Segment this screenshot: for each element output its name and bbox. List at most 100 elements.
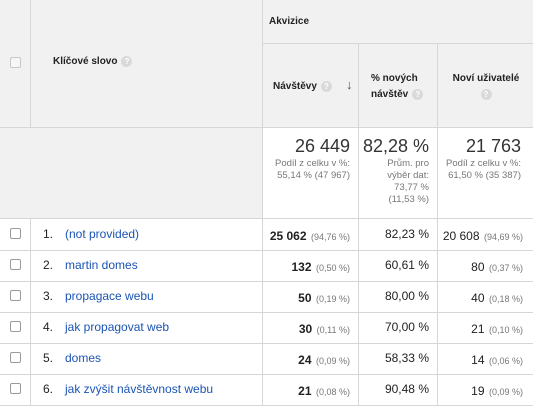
table-row: 1. (not provided) 25 062 (94,76 %) 82,23…	[0, 219, 533, 251]
new-users-value: 14	[471, 353, 485, 367]
new-users-cell: 14 (0,06 %)	[437, 343, 533, 374]
totals-visits-sub1: Podíl z celku v %:	[275, 158, 350, 169]
totals-visits-sub2: 55,14 % (47 967)	[277, 170, 350, 181]
new-users-cell: 19 (0,09 %)	[437, 374, 533, 405]
totals-visits-cell: 26 449 Podíl z celku v %: 55,14 % (47 96…	[262, 128, 358, 219]
keyword-cell: 5. domes	[30, 343, 262, 374]
new-visits-value: 82,23 %	[384, 227, 429, 241]
visits-percent: (94,76 %)	[310, 232, 350, 242]
totals-new-visits-sub3: 73,77 %	[394, 182, 429, 193]
select-all-checkbox[interactable]	[10, 57, 21, 68]
new-users-cell: 40 (0,18 %)	[437, 281, 533, 312]
sort-descending-icon[interactable]: ↓	[346, 77, 353, 92]
acquisition-group-label: Akvizice	[269, 16, 310, 27]
totals-new-users-sub1: Podíl z celku v %:	[446, 158, 521, 169]
new-visits-value: 60,61 %	[384, 258, 429, 272]
new-visits-cell: 60,61 %	[358, 250, 437, 281]
table-row: 6. jak zvýšit návštěvnost webu 21 (0,08 …	[0, 374, 533, 406]
new-visits-value: 58,33 %	[384, 351, 429, 365]
visits-cell: 25 062 (94,76 %)	[262, 219, 358, 250]
row-checkbox[interactable]	[10, 259, 21, 270]
keyword-link[interactable]: martin domes	[65, 258, 138, 272]
totals-new-visits-sub1: Prům. pro	[387, 158, 429, 169]
new-visits-cell: 82,23 %	[358, 219, 437, 250]
keyword-header-cell[interactable]: Klíčové slovo?	[30, 0, 262, 128]
new-users-cell: 80 (0,37 %)	[437, 250, 533, 281]
visits-cell: 132 (0,50 %)	[262, 250, 358, 281]
visits-cell: 30 (0,11 %)	[262, 312, 358, 343]
new-users-cell: 21 (0,10 %)	[437, 312, 533, 343]
visits-percent: (0,19 %)	[315, 294, 350, 304]
new-visits-value: 70,00 %	[384, 320, 429, 334]
new-visits-cell: 80,00 %	[358, 281, 437, 312]
table-row: 2. martin domes 132 (0,50 %) 60,61 % 80 …	[0, 250, 533, 282]
keyword-cell: 2. martin domes	[30, 250, 262, 281]
row-index: 3.	[43, 289, 54, 303]
new-visits-cell: 70,00 %	[358, 312, 437, 343]
table-row: 4. jak propagovat web 30 (0,11 %) 70,00 …	[0, 312, 533, 344]
new-visits-cell: 90,48 %	[358, 374, 437, 405]
new-visits-value: 80,00 %	[384, 289, 429, 303]
new-users-percent: (0,06 %)	[488, 356, 523, 366]
new-users-percent: (0,18 %)	[488, 294, 523, 304]
new-users-value: 19	[471, 384, 485, 398]
help-icon[interactable]: ?	[121, 56, 133, 67]
totals-new-visits: 82,28 %	[362, 136, 429, 156]
acquisition-group-header: Akvizice	[262, 0, 533, 44]
totals-label-cell	[0, 128, 262, 219]
keyword-link[interactable]: domes	[65, 351, 102, 365]
new-users-value: 20 608	[442, 229, 480, 243]
visits-cell: 50 (0,19 %)	[262, 281, 358, 312]
keyword-cell: 6. jak zvýšit návštěvnost webu	[30, 374, 262, 405]
visits-cell: 21 (0,08 %)	[262, 374, 358, 405]
visits-column-header[interactable]: Návštěvy? ↓	[262, 44, 358, 128]
row-checkbox[interactable]	[10, 290, 21, 301]
row-checkbox[interactable]	[10, 321, 21, 332]
row-index: 6.	[43, 382, 54, 396]
table-row: 5. domes 24 (0,09 %) 58,33 % 14 (0,06 %)	[0, 343, 533, 375]
visits-value: 50	[298, 291, 312, 305]
new-users-column-header[interactable]: Noví uživatelé ?	[437, 44, 533, 128]
keyword-column-label: Klíčové slovo	[53, 56, 118, 68]
visits-value: 21	[298, 384, 312, 398]
row-index: 5.	[43, 351, 54, 365]
new-users-percent: (0,10 %)	[488, 325, 523, 335]
new-users-value: 40	[471, 291, 485, 305]
keyword-cell: 4. jak propagovat web	[30, 312, 262, 343]
visits-value: 25 062	[269, 229, 307, 243]
totals-new-visits-sub2: výběr dat:	[387, 170, 429, 181]
new-visits-label-line1: % nových	[371, 73, 418, 84]
row-checkbox[interactable]	[10, 228, 21, 239]
new-visits-value: 90,48 %	[384, 382, 429, 396]
visits-value: 132	[291, 260, 312, 274]
keyword-cell: 3. propagace webu	[30, 281, 262, 312]
keyword-link[interactable]: (not provided)	[65, 227, 140, 241]
new-visits-column-header[interactable]: % nových návštěv?	[358, 44, 437, 128]
help-icon[interactable]: ?	[320, 81, 332, 92]
keyword-link[interactable]: jak zvýšit návštěvnost webu	[65, 382, 214, 396]
new-visits-cell: 58,33 %	[358, 343, 437, 374]
totals-new-users-cell: 21 763 Podíl z celku v %: 61,50 % (35 38…	[437, 128, 533, 219]
row-checkbox[interactable]	[10, 383, 21, 394]
visits-percent: (0,09 %)	[315, 356, 350, 366]
new-users-value: 21	[471, 322, 485, 336]
totals-new-visits-cell: 82,28 % Prům. pro výběr dat: 73,77 % (11…	[358, 128, 437, 219]
new-users-percent: (0,37 %)	[488, 263, 523, 273]
help-icon[interactable]: ?	[480, 88, 492, 100]
help-icon[interactable]: ?	[412, 88, 424, 100]
header-checkbox-cell	[0, 0, 30, 128]
totals-new-users: 21 763	[465, 136, 521, 156]
new-visits-label-line2: návštěv	[371, 89, 409, 100]
visits-cell: 24 (0,09 %)	[262, 343, 358, 374]
new-users-column-label: Noví uživatelé	[452, 73, 520, 84]
keyword-link[interactable]: propagace webu	[65, 289, 154, 303]
visits-percent: (0,08 %)	[315, 387, 350, 397]
row-index: 2.	[43, 258, 54, 272]
visits-percent: (0,11 %)	[316, 325, 350, 335]
row-index: 1.	[43, 227, 54, 241]
keyword-link[interactable]: jak propagovat web	[65, 320, 170, 334]
visits-value: 30	[298, 322, 313, 336]
row-checkbox[interactable]	[10, 352, 21, 363]
visits-percent: (0,50 %)	[315, 263, 350, 273]
